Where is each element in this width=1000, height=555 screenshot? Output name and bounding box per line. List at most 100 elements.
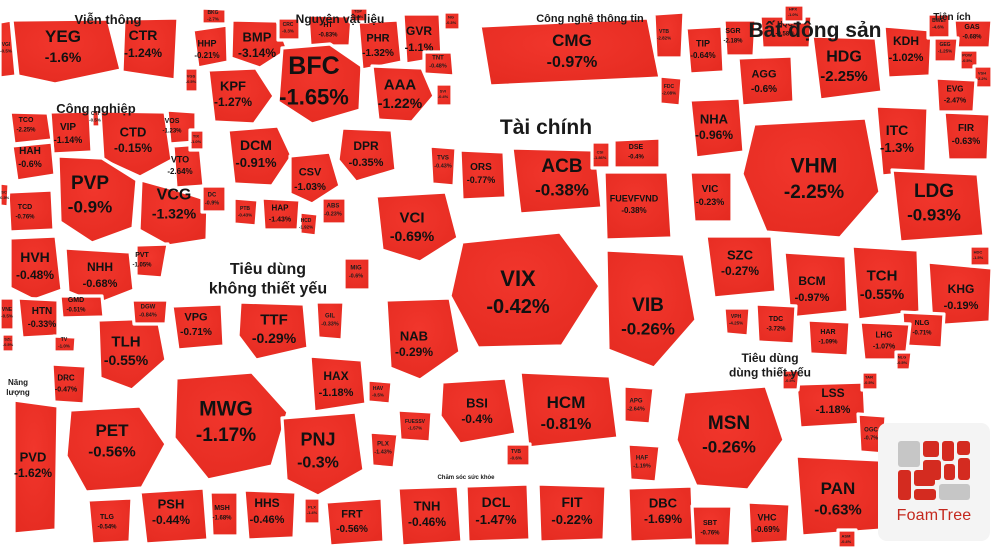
treemap-tile[interactable]: LSS-1.18% bbox=[794, 380, 868, 430]
tile-shape[interactable] bbox=[0, 18, 18, 80]
tile-shape[interactable] bbox=[882, 24, 934, 80]
tile-shape[interactable] bbox=[626, 442, 662, 484]
treemap-tile[interactable]: HAP-1.43% bbox=[260, 196, 302, 232]
tile-shape[interactable] bbox=[396, 408, 434, 444]
tile-shape[interactable] bbox=[396, 484, 464, 548]
treemap-tile[interactable]: NG-0.3% bbox=[442, 10, 462, 32]
tile-shape[interactable] bbox=[434, 82, 454, 108]
tile-shape[interactable] bbox=[806, 318, 852, 358]
tile-shape[interactable] bbox=[794, 454, 884, 538]
tile-shape[interactable] bbox=[458, 148, 508, 202]
tile-shape[interactable] bbox=[314, 300, 346, 342]
tile-shape[interactable] bbox=[236, 300, 310, 362]
tile-shape[interactable] bbox=[12, 398, 60, 536]
treemap-tile[interactable]: ABS-0.23% bbox=[320, 196, 348, 226]
tile-shape[interactable] bbox=[56, 154, 139, 245]
tile-shape[interactable] bbox=[890, 168, 986, 244]
treemap-tile[interactable]: TVB-0.6% bbox=[504, 442, 532, 468]
tile-shape[interactable] bbox=[8, 110, 54, 146]
tile-shape[interactable] bbox=[688, 170, 734, 224]
tile-shape[interactable] bbox=[860, 370, 880, 392]
treemap-tile[interactable]: DRC-0.47% bbox=[50, 362, 88, 406]
tile-shape[interactable] bbox=[850, 244, 922, 322]
tile-shape[interactable] bbox=[172, 370, 290, 482]
tile-shape[interactable] bbox=[10, 140, 57, 183]
tile-shape[interactable] bbox=[200, 184, 228, 214]
tile-shape[interactable] bbox=[536, 482, 608, 544]
treemap-tile[interactable]: ITC-1.3% bbox=[874, 104, 930, 178]
treemap-tile[interactable]: CTR-1.24% bbox=[120, 16, 180, 82]
treemap-tile[interactable]: TCH-0.55% bbox=[850, 244, 922, 322]
tile-shape[interactable] bbox=[170, 302, 226, 352]
treemap-tile[interactable]: FIR-0.63% bbox=[942, 110, 992, 162]
treemap-tile[interactable]: HAF-1.19% bbox=[626, 442, 662, 484]
tile-shape[interactable] bbox=[652, 10, 686, 60]
treemap-tile[interactable]: TDP-0.3% bbox=[348, 6, 370, 24]
tile-shape[interactable] bbox=[612, 136, 662, 170]
tile-shape[interactable] bbox=[722, 306, 752, 338]
tile-shape[interactable] bbox=[464, 482, 532, 544]
treemap-tile[interactable]: HT-0.83% bbox=[306, 13, 354, 48]
treemap-tile[interactable]: TNH-0.46% bbox=[396, 484, 464, 548]
tile-shape[interactable] bbox=[288, 150, 342, 206]
tile-shape[interactable] bbox=[226, 124, 294, 188]
tile-shape[interactable] bbox=[229, 18, 290, 70]
treemap-tile[interactable]: MIG-0.6% bbox=[342, 256, 372, 292]
tile-shape[interactable] bbox=[6, 188, 56, 234]
treemap-tile[interactable]: HDG-2.25% bbox=[810, 34, 884, 102]
tile-shape[interactable] bbox=[952, 18, 994, 50]
tile-shape[interactable] bbox=[602, 170, 674, 242]
treemap-tile[interactable]: YEG-1.6% bbox=[10, 17, 123, 86]
tile-shape[interactable] bbox=[368, 430, 400, 470]
treemap-tile[interactable]: NHA-0.96% bbox=[688, 96, 746, 160]
tile-shape[interactable] bbox=[658, 74, 684, 108]
treemap-tile[interactable]: NLG-0.5% bbox=[894, 350, 914, 372]
treemap-tile[interactable]: DSE-0.4% bbox=[612, 136, 662, 170]
tile-shape[interactable] bbox=[934, 76, 978, 114]
tile-shape[interactable] bbox=[183, 66, 200, 94]
tile-shape[interactable] bbox=[137, 178, 210, 248]
tile-shape[interactable] bbox=[276, 16, 302, 42]
tile-shape[interactable] bbox=[208, 490, 240, 538]
tile-shape[interactable] bbox=[242, 488, 298, 542]
tile-shape[interactable] bbox=[874, 104, 930, 178]
tile-shape[interactable] bbox=[298, 210, 320, 238]
tile-shape[interactable] bbox=[384, 296, 462, 382]
treemap-tile[interactable]: PSH-0.44% bbox=[138, 486, 210, 546]
tile-shape[interactable] bbox=[348, 6, 370, 24]
tile-shape[interactable] bbox=[688, 96, 746, 160]
tile-shape[interactable] bbox=[782, 250, 850, 320]
tile-shape[interactable] bbox=[342, 256, 372, 292]
treemap-tile[interactable]: LDG-0.93% bbox=[890, 168, 986, 244]
treemap-tile[interactable]: CRC-0.3% bbox=[276, 16, 302, 42]
tile-shape[interactable] bbox=[442, 10, 462, 32]
tile-shape[interactable] bbox=[794, 380, 868, 430]
treemap-tile[interactable]: HVH-0.48% bbox=[8, 234, 64, 302]
tile-shape[interactable] bbox=[604, 248, 698, 370]
treemap-tile[interactable]: PLX-1.4% bbox=[302, 496, 322, 526]
tile-shape[interactable] bbox=[780, 368, 802, 392]
treemap-tile[interactable]: PVT-1.05% bbox=[132, 242, 170, 280]
tile-shape[interactable] bbox=[722, 18, 758, 58]
tile-shape[interactable] bbox=[308, 354, 368, 414]
tile-shape[interactable] bbox=[736, 54, 796, 108]
tile-shape[interactable] bbox=[504, 442, 532, 468]
tile-shape[interactable] bbox=[130, 298, 170, 326]
treemap-tile[interactable]: HCM-0.81% bbox=[518, 370, 620, 450]
treemap-tile[interactable]: TNT-0.48% bbox=[422, 50, 456, 78]
tile-shape[interactable] bbox=[626, 484, 696, 544]
treemap-tile[interactable]: VPG-0.71% bbox=[170, 302, 226, 352]
tile-shape[interactable] bbox=[52, 334, 78, 354]
tile-shape[interactable] bbox=[356, 18, 404, 72]
tile-shape[interactable] bbox=[232, 196, 260, 228]
tile-shape[interactable] bbox=[590, 140, 612, 170]
tile-shape[interactable] bbox=[320, 196, 348, 226]
treemap-tile[interactable]: TV-1.0% bbox=[52, 334, 78, 354]
tile-shape[interactable] bbox=[926, 12, 952, 40]
treemap-tile[interactable]: FRT-0.56% bbox=[324, 496, 386, 548]
tile-shape[interactable] bbox=[280, 410, 366, 498]
treemap-tile[interactable]: HCD-1.92% bbox=[298, 210, 320, 238]
treemap-tile[interactable]: VHC-0.69% bbox=[746, 500, 792, 546]
